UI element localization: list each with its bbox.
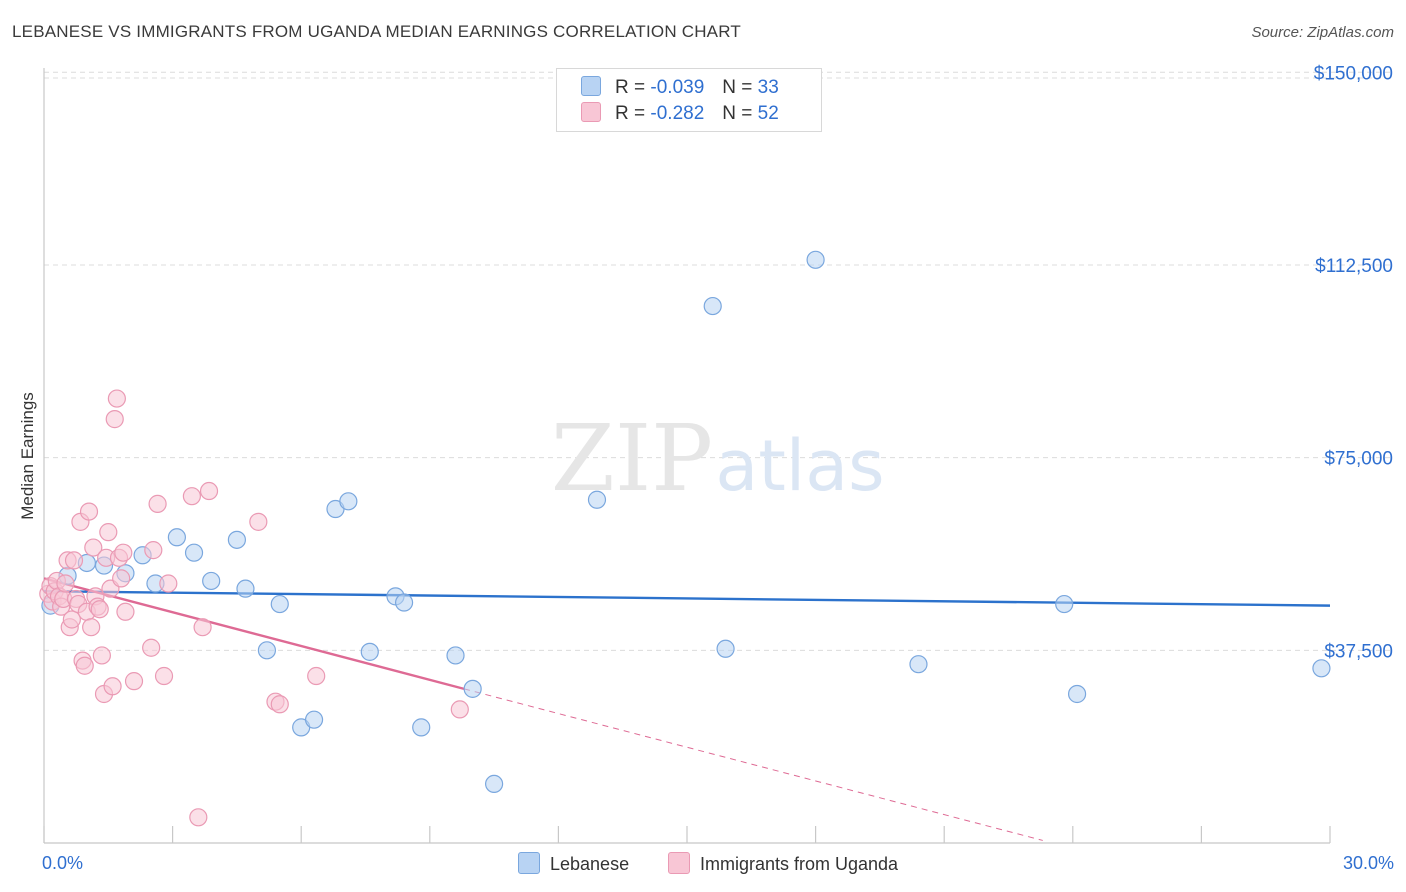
uganda-point: [99, 523, 118, 542]
lebanese-point: [270, 594, 289, 614]
uganda-point: [105, 410, 124, 429]
lebanese-point: [806, 250, 825, 269]
lebanese-point: [412, 718, 431, 737]
lebanese-trend-line: [43, 590, 1331, 607]
uganda-point: [182, 487, 201, 506]
uganda-point: [193, 618, 212, 637]
lebanese-point: [339, 492, 358, 511]
uganda-point: [92, 646, 111, 665]
uganda-point: [159, 574, 178, 593]
bottom-legend-lebanese: Lebanese: [518, 852, 629, 875]
lebanese-point: [909, 655, 928, 674]
lebanese-point: [1055, 594, 1074, 614]
legend-n-label: N =: [722, 77, 753, 98]
lebanese-point: [360, 642, 379, 661]
lebanese-point: [304, 710, 324, 729]
y-tick-label: $150,000: [1314, 63, 1393, 84]
source-label: Source: ZipAtlas.com: [1251, 24, 1394, 41]
uganda-point: [84, 538, 103, 557]
watermark: ZIP atlas: [551, 405, 885, 512]
watermark-zip: ZIP: [551, 405, 713, 512]
lebanese-point: [463, 679, 482, 698]
grid-layer: [44, 71, 1394, 651]
uganda-point: [199, 481, 219, 501]
uganda-point: [450, 700, 469, 719]
x-tick-label-max: 30.0%: [1343, 853, 1394, 873]
lebanese-point: [257, 641, 277, 660]
lebanese-legend-label: Lebanese: [550, 854, 630, 874]
uganda-point: [64, 551, 84, 570]
uganda-point: [114, 543, 133, 562]
y-tick-label: $37,500: [1324, 641, 1393, 662]
uganda-point: [116, 602, 135, 621]
lebanese-point: [485, 774, 504, 794]
uganda-point: [124, 672, 144, 691]
points-layer: [39, 250, 1331, 827]
uganda-point: [103, 677, 122, 696]
uganda-point: [62, 610, 81, 629]
uganda-r-value: -0.282: [650, 103, 705, 124]
lebanese-point: [167, 528, 186, 547]
axes-layer: [43, 68, 1331, 844]
uganda-point: [144, 541, 163, 560]
trend-layer: [43, 577, 1331, 841]
lebanese-point: [227, 530, 246, 549]
stats-legend: R = -0.039 N = 33 R = -0.282 N = 52: [556, 68, 822, 132]
legend-row-lebanese: R = -0.039 N = 33: [581, 76, 779, 100]
lebanese-point: [394, 593, 414, 612]
y-tick-label: $75,000: [1324, 449, 1393, 470]
tick-labels-layer: $37,500 $75,000 $112,500 $150,000 0.0% 30.0%: [42, 63, 1394, 873]
uganda-point: [90, 600, 109, 619]
uganda-point: [148, 494, 167, 513]
watermark-atlas: atlas: [715, 425, 884, 507]
chart-title: LEBANESE VS IMMIGRANTS FROM UGANDA MEDIA…: [12, 22, 741, 41]
lebanese-point: [703, 296, 722, 316]
lebanese-point: [184, 543, 204, 562]
legend-r-label: R =: [615, 77, 646, 98]
uganda-point: [56, 574, 75, 593]
lebanese-point: [202, 571, 221, 591]
uganda-n-value: 52: [757, 103, 779, 124]
lebanese-point: [236, 579, 255, 598]
uganda-point: [307, 666, 326, 686]
lebanese-point: [587, 490, 607, 509]
lebanese-swatch: [581, 76, 601, 96]
lebanese-point: [716, 639, 735, 658]
uganda-point: [75, 656, 94, 675]
uganda-legend-label: Immigrants from Uganda: [700, 854, 899, 874]
uganda-point: [154, 666, 174, 686]
x-tick-label-min: 0.0%: [42, 853, 83, 873]
uganda-point: [112, 569, 131, 588]
lebanese-n-value: 33: [757, 77, 779, 98]
legend-r-label: R =: [615, 103, 646, 124]
lebanese-r-value: -0.039: [650, 77, 705, 98]
uganda-point: [107, 389, 126, 408]
uganda-point: [249, 512, 268, 531]
uganda-point: [142, 638, 161, 657]
uganda-swatch: [581, 102, 601, 122]
legend-row-uganda: R = -0.282 N = 52: [581, 102, 779, 126]
uganda-point: [189, 808, 208, 827]
uganda-point: [82, 618, 101, 637]
lebanese-legend-swatch: [518, 852, 540, 874]
lebanese-point: [1067, 684, 1087, 704]
bottom-legend-uganda: Immigrants from Uganda: [668, 852, 898, 875]
y-tick-label: $112,500: [1315, 256, 1393, 277]
uganda-point: [270, 695, 289, 714]
uganda-point: [79, 502, 99, 521]
uganda-legend-swatch: [668, 852, 690, 874]
lebanese-point: [446, 646, 465, 665]
uganda-trend-extension: [463, 688, 1043, 841]
lebanese-point: [1312, 659, 1331, 678]
legend-n-label: N =: [722, 103, 753, 124]
